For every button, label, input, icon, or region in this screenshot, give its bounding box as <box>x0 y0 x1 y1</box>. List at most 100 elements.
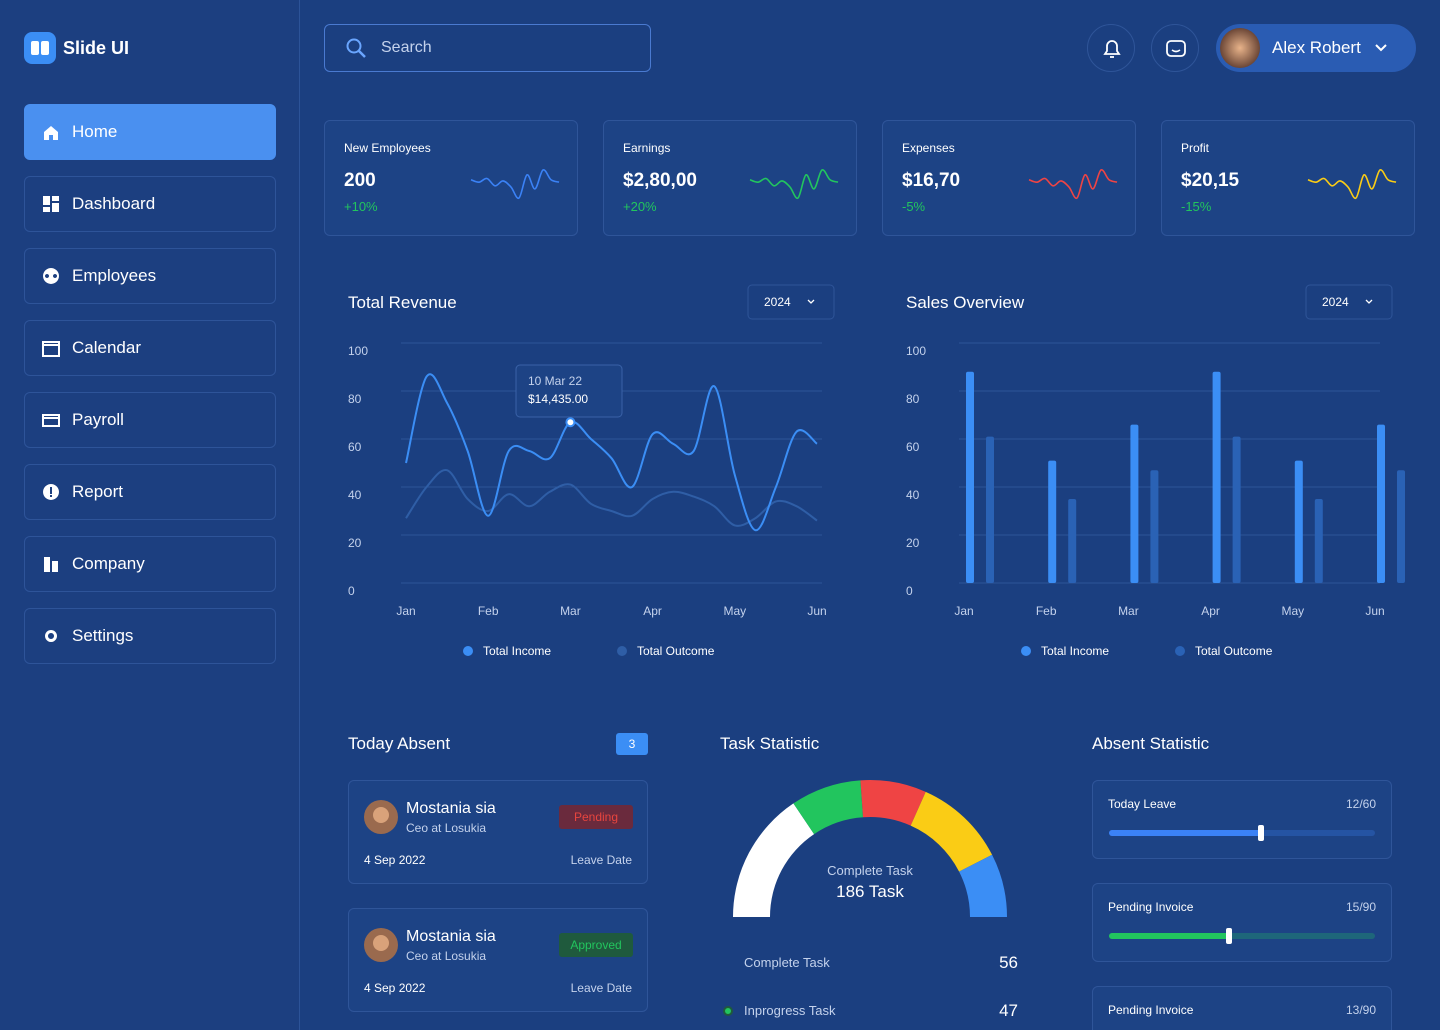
y-tick-label: 100 <box>348 344 368 358</box>
bar <box>966 371 974 583</box>
stat-change: -5% <box>902 199 926 214</box>
legend-label: Total Income <box>1041 644 1109 658</box>
progress-value: 12/60 <box>1345 797 1376 811</box>
stat-card: Profit $20,15 -15% <box>1161 120 1415 236</box>
nav-icon <box>44 126 58 140</box>
bar <box>1314 499 1323 583</box>
x-tick-label: Feb <box>1036 604 1057 618</box>
y-tick-label: 0 <box>348 584 355 598</box>
nav-label: Home <box>72 122 118 141</box>
chat-button[interactable] <box>1151 24 1199 72</box>
progress-label: Today Leave <box>1108 797 1177 811</box>
sidebar: Slide UI Home Dashboard Employees Calendar P… <box>0 0 300 1030</box>
x-tick-label: Jan <box>396 604 415 618</box>
dropdown-chevron <box>807 299 815 304</box>
stat-change: +10% <box>344 199 378 214</box>
x-tick-label: Apr <box>643 604 662 618</box>
stat-value: $16,70 <box>902 170 961 191</box>
stat-label: Expenses <box>902 141 955 155</box>
absent-card: Mostania sia Ceo at Losukia Pending 4 Sep 2… <box>348 780 648 884</box>
user-menu[interactable]: Alex Robert <box>1216 24 1416 72</box>
user-avatar <box>1220 28 1260 68</box>
legend-label: Total Outcome <box>1195 644 1273 658</box>
nav-item[interactable]: Employees <box>24 248 276 304</box>
tooltip-date: 10 Mar 22 <box>528 374 582 388</box>
tooltip-box <box>515 364 623 418</box>
nav-label: Calendar <box>72 338 141 357</box>
x-tick-label: Feb <box>478 604 499 618</box>
task-label: Inprogress Task <box>744 1003 836 1018</box>
nav-label: Employees <box>72 266 157 285</box>
stat-card: Earnings $2,80,00 +20% <box>603 120 857 236</box>
nav-item[interactable]: Calendar <box>24 320 276 376</box>
person-name: Mostania sia <box>406 928 496 945</box>
nav-item[interactable]: Payroll <box>24 392 276 448</box>
search-placeholder: Search <box>381 39 432 56</box>
stat-label: New Employees <box>344 141 431 155</box>
progress-fill <box>1109 933 1229 939</box>
search-box[interactable]: Search <box>324 24 651 72</box>
stat-change: -15% <box>1181 199 1212 214</box>
dropdown-box <box>1305 284 1393 320</box>
bar <box>1212 371 1221 583</box>
stat-card: Expenses $16,70 -5% <box>882 120 1136 236</box>
progress-label: Pending Invoice <box>1108 900 1194 914</box>
bell-button[interactable] <box>1087 24 1135 72</box>
progress-label: Pending Invoice <box>1108 1003 1194 1017</box>
nav-item[interactable]: Home <box>24 104 276 160</box>
avatar-face <box>373 807 389 823</box>
year-dropdown[interactable]: 2024 <box>1305 284 1393 320</box>
progress-track <box>1109 825 1375 841</box>
legend-label: Total Income <box>483 644 551 658</box>
sparkline-line <box>470 169 560 200</box>
legend-label: Total Outcome <box>637 644 715 658</box>
bar <box>1130 424 1139 583</box>
sparkline-line <box>749 169 839 200</box>
nav-label: Dashboard <box>72 194 156 213</box>
progress-knob[interactable] <box>1225 928 1232 944</box>
nav-item[interactable]: Settings <box>24 608 276 664</box>
section-title: Task Statistic <box>720 734 820 753</box>
status-badge: Approved <box>559 933 633 957</box>
icon-shape <box>43 268 60 284</box>
count-badge: 3 <box>616 733 648 755</box>
dropdown-chevron <box>1365 299 1373 304</box>
task-label: Complete Task <box>744 955 830 970</box>
person-name: Mostania sia <box>406 800 496 817</box>
user-name: Alex Robert <box>1272 38 1361 57</box>
nav-icon <box>43 268 60 284</box>
logo-icon <box>31 41 49 55</box>
x-tick-label: Mar <box>560 604 581 618</box>
chart-title: Total Revenue <box>348 293 457 312</box>
nav-icon <box>44 557 58 572</box>
stat-value: $20,15 <box>1181 170 1240 191</box>
nav-item[interactable]: Dashboard <box>24 176 276 232</box>
stat-label: Earnings <box>623 141 671 155</box>
stat-label: Profit <box>1181 141 1210 155</box>
person-role: Ceo at Losukia <box>406 821 487 835</box>
nav-item[interactable]: Company <box>24 536 276 592</box>
legend-dot <box>617 646 627 656</box>
year-dropdown[interactable]: 2024 <box>747 284 835 320</box>
bar <box>1150 470 1159 583</box>
bar <box>1068 499 1077 583</box>
nav-icon <box>43 196 59 212</box>
nav-label: Settings <box>72 626 134 645</box>
sparkline-line <box>1028 169 1118 200</box>
search-icon <box>346 38 366 58</box>
nav-label: Company <box>72 554 145 573</box>
y-tick-label: 80 <box>348 392 362 406</box>
gauge <box>733 780 1007 917</box>
bar <box>986 436 994 583</box>
stat-progress-card: Today Leave 12/60 <box>1092 780 1392 859</box>
progress-knob[interactable] <box>1257 825 1264 841</box>
nav-item[interactable]: Report <box>24 464 276 520</box>
x-tick-label: May <box>1281 604 1304 618</box>
task-value: 47 <box>999 1001 1018 1020</box>
y-tick-label: 20 <box>906 536 920 550</box>
nav-icon <box>43 484 60 500</box>
nav-label: Report <box>72 482 124 501</box>
dropdown-label: 2024 <box>764 295 791 309</box>
sparkline <box>470 169 560 200</box>
date-label: Leave Date <box>570 853 632 867</box>
